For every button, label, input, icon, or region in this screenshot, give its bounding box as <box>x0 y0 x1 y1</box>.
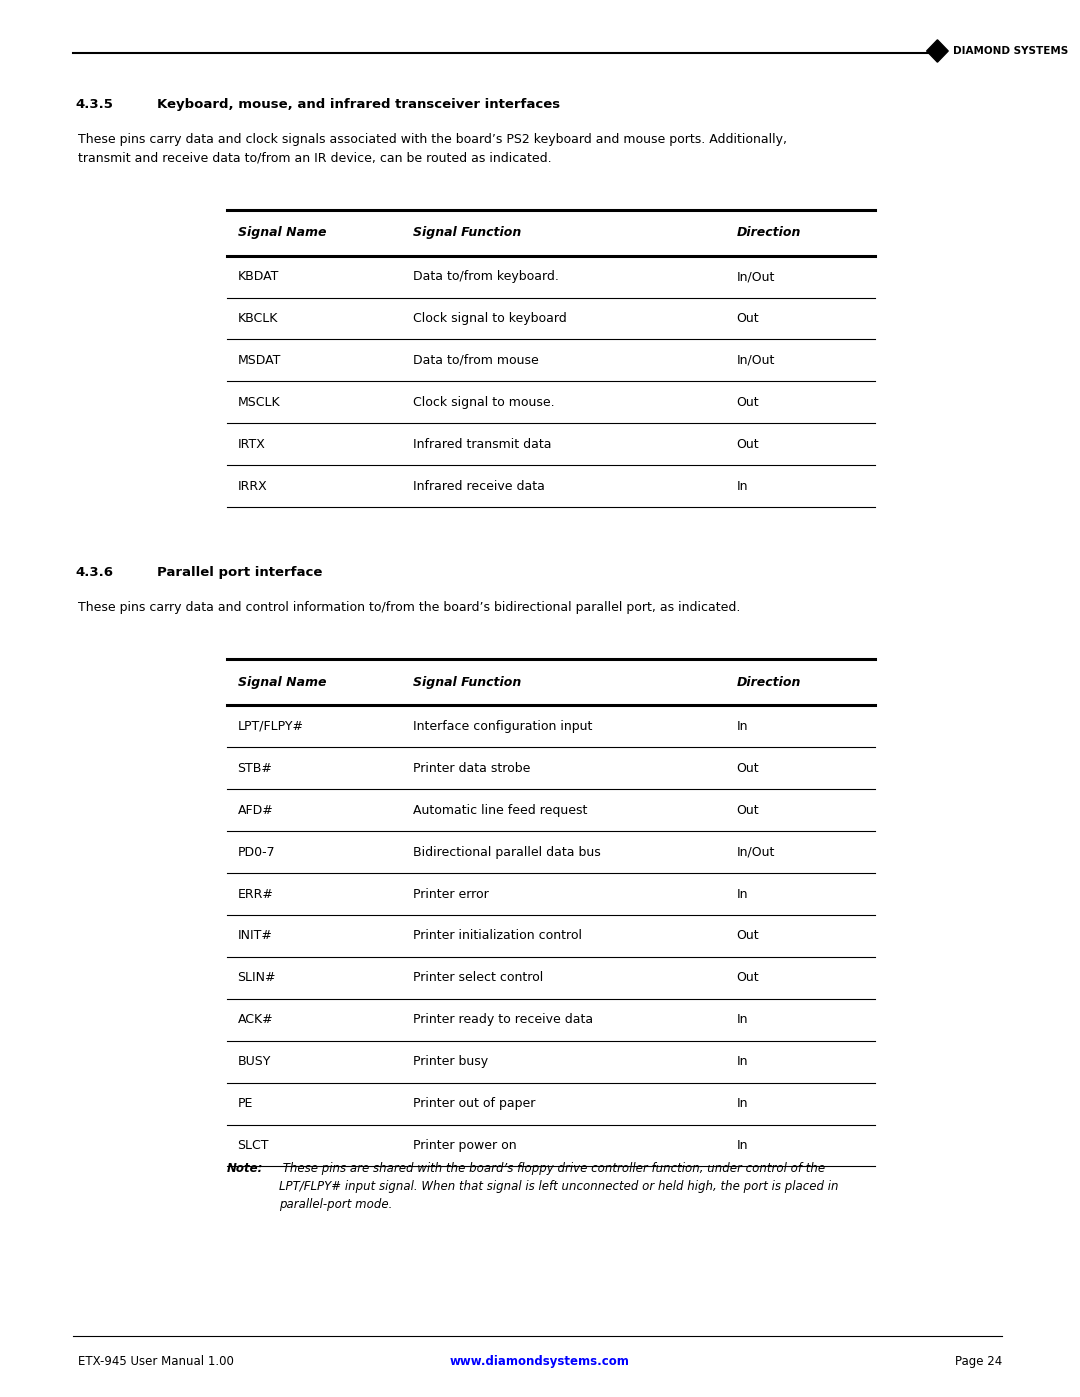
Text: SLIN#: SLIN# <box>238 971 276 985</box>
Text: Out: Out <box>737 437 759 451</box>
Text: KBDAT: KBDAT <box>238 270 279 284</box>
Text: Printer ready to receive data: Printer ready to receive data <box>413 1013 593 1027</box>
Text: INIT#: INIT# <box>238 929 272 943</box>
Text: Page 24: Page 24 <box>955 1355 1002 1368</box>
Text: These pins carry data and control information to/from the board’s bidirectional : These pins carry data and control inform… <box>78 601 740 613</box>
Text: STB#: STB# <box>238 761 272 775</box>
Text: ACK#: ACK# <box>238 1013 273 1027</box>
Text: Printer busy: Printer busy <box>413 1055 488 1069</box>
Text: MSCLK: MSCLK <box>238 395 280 409</box>
Text: MSDAT: MSDAT <box>238 353 281 367</box>
Text: These pins carry data and clock signals associated with the board’s PS2 keyboard: These pins carry data and clock signals … <box>78 133 786 165</box>
Text: Out: Out <box>737 761 759 775</box>
Text: In/Out: In/Out <box>737 353 775 367</box>
Text: Note:: Note: <box>227 1162 264 1175</box>
Text: Automatic line feed request: Automatic line feed request <box>413 803 586 817</box>
Text: www.diamondsystems.com: www.diamondsystems.com <box>450 1355 630 1368</box>
Text: DIAMOND SYSTEMS: DIAMOND SYSTEMS <box>953 46 1068 56</box>
Text: Direction: Direction <box>737 226 801 239</box>
Text: In: In <box>737 1055 748 1069</box>
Text: AFD#: AFD# <box>238 803 273 817</box>
Text: In: In <box>737 719 748 733</box>
Text: Clock signal to keyboard: Clock signal to keyboard <box>413 312 566 326</box>
Text: Printer error: Printer error <box>413 887 488 901</box>
Text: PE: PE <box>238 1097 253 1111</box>
Text: LPT/FLPY#: LPT/FLPY# <box>238 719 303 733</box>
Text: In: In <box>737 479 748 493</box>
Text: In: In <box>737 1139 748 1153</box>
Text: Interface configuration input: Interface configuration input <box>413 719 592 733</box>
Text: Printer initialization control: Printer initialization control <box>413 929 581 943</box>
Text: Signal Function: Signal Function <box>413 226 521 239</box>
Text: IRRX: IRRX <box>238 479 268 493</box>
Text: Printer out of paper: Printer out of paper <box>413 1097 535 1111</box>
Text: Keyboard, mouse, and infrared transceiver interfaces: Keyboard, mouse, and infrared transceive… <box>157 98 559 110</box>
Text: BUSY: BUSY <box>238 1055 271 1069</box>
Text: Printer data strobe: Printer data strobe <box>413 761 530 775</box>
Text: In: In <box>737 887 748 901</box>
Text: Clock signal to mouse.: Clock signal to mouse. <box>413 395 554 409</box>
Text: IRTX: IRTX <box>238 437 266 451</box>
Text: KBCLK: KBCLK <box>238 312 278 326</box>
Text: ERR#: ERR# <box>238 887 273 901</box>
Text: 4.3.6: 4.3.6 <box>76 566 113 578</box>
Text: Infrared transmit data: Infrared transmit data <box>413 437 551 451</box>
Text: In/Out: In/Out <box>737 845 775 859</box>
Text: Signal Function: Signal Function <box>413 676 521 689</box>
Text: Infrared receive data: Infrared receive data <box>413 479 544 493</box>
Text: Direction: Direction <box>737 676 801 689</box>
Text: ETX-945 User Manual 1.00: ETX-945 User Manual 1.00 <box>78 1355 233 1368</box>
Text: Bidirectional parallel data bus: Bidirectional parallel data bus <box>413 845 600 859</box>
Polygon shape <box>927 39 948 63</box>
Text: In/Out: In/Out <box>737 270 775 284</box>
Text: Signal Name: Signal Name <box>238 226 326 239</box>
Text: Out: Out <box>737 395 759 409</box>
Text: Out: Out <box>737 312 759 326</box>
Text: Printer power on: Printer power on <box>413 1139 516 1153</box>
Text: Printer select control: Printer select control <box>413 971 543 985</box>
Text: Data to/from mouse: Data to/from mouse <box>413 353 538 367</box>
Text: Signal Name: Signal Name <box>238 676 326 689</box>
Text: SLCT: SLCT <box>238 1139 269 1153</box>
Text: In: In <box>737 1013 748 1027</box>
Text: Out: Out <box>737 929 759 943</box>
Text: Out: Out <box>737 971 759 985</box>
Text: These pins are shared with the board’s floppy drive controller function, under c: These pins are shared with the board’s f… <box>279 1162 838 1211</box>
Text: PD0-7: PD0-7 <box>238 845 275 859</box>
Text: Parallel port interface: Parallel port interface <box>157 566 322 578</box>
Text: In: In <box>737 1097 748 1111</box>
Text: Data to/from keyboard.: Data to/from keyboard. <box>413 270 558 284</box>
Text: 4.3.5: 4.3.5 <box>76 98 113 110</box>
Text: Out: Out <box>737 803 759 817</box>
